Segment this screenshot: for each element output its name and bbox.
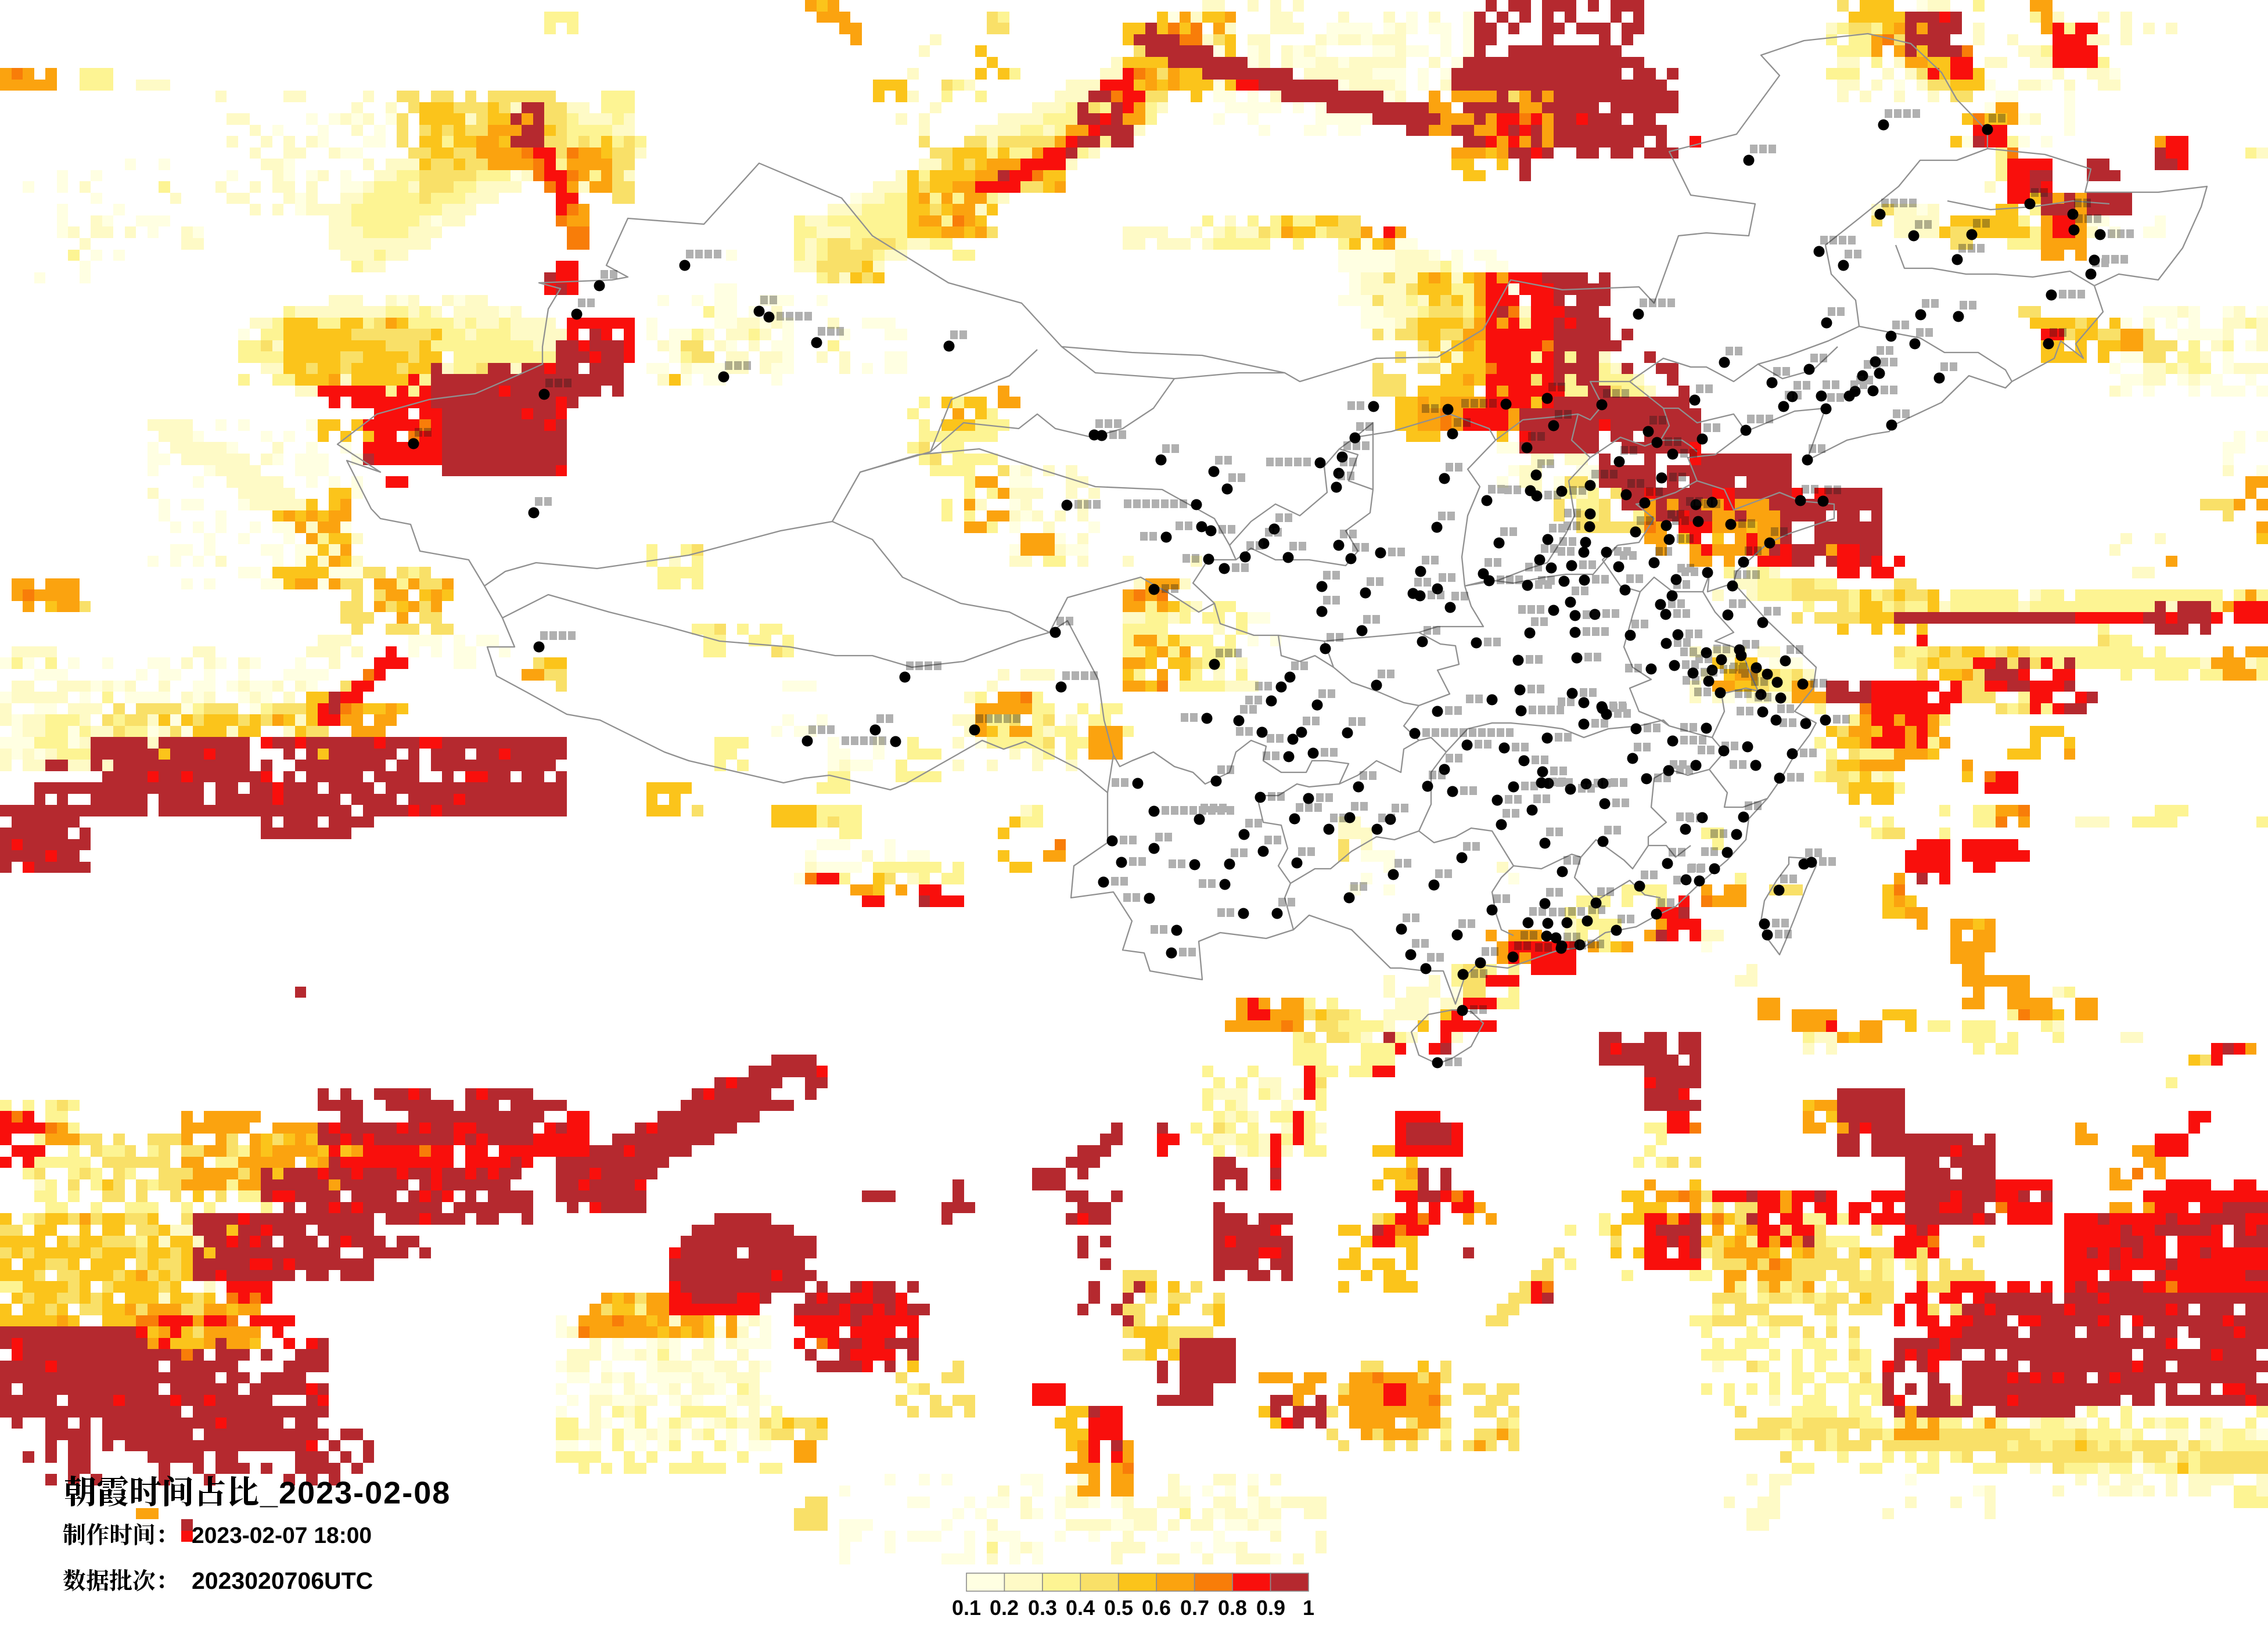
svg-text:_2023-02-08: _2023-02-08 bbox=[260, 1476, 451, 1510]
svg-text:0.4: 0.4 bbox=[1066, 1596, 1095, 1620]
svg-text:0.3: 0.3 bbox=[1028, 1596, 1057, 1620]
svg-text:0.8: 0.8 bbox=[1218, 1596, 1247, 1620]
svg-text:0.5: 0.5 bbox=[1104, 1596, 1133, 1620]
svg-text:0.9: 0.9 bbox=[1256, 1596, 1285, 1620]
svg-text:2023020706UTC: 2023020706UTC bbox=[192, 1567, 373, 1594]
svg-text:0.1: 0.1 bbox=[952, 1596, 981, 1620]
svg-text:0.2: 0.2 bbox=[990, 1596, 1019, 1620]
svg-text:0.6: 0.6 bbox=[1142, 1596, 1171, 1620]
svg-text:0.7: 0.7 bbox=[1180, 1596, 1209, 1620]
svg-text:2023-02-07 18:00: 2023-02-07 18:00 bbox=[192, 1523, 372, 1548]
svg-text:1: 1 bbox=[1303, 1596, 1314, 1620]
